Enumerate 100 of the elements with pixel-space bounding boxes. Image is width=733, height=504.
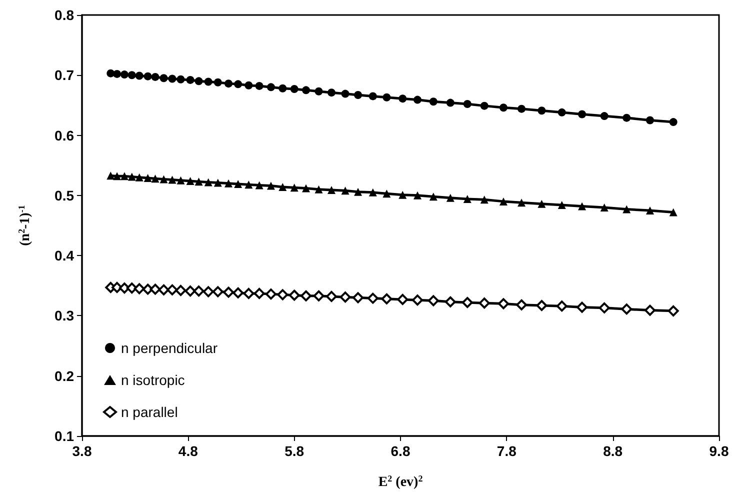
point xyxy=(413,191,422,200)
point xyxy=(223,286,234,298)
point xyxy=(255,181,264,190)
point xyxy=(151,174,160,183)
point xyxy=(598,302,610,314)
point xyxy=(212,286,224,298)
point xyxy=(254,288,265,299)
point xyxy=(556,300,568,312)
point xyxy=(144,174,152,182)
point xyxy=(168,74,176,83)
point xyxy=(622,205,631,214)
y-tick-label: 0.3 xyxy=(54,308,74,324)
x-tick-label: 6.8 xyxy=(390,443,410,459)
point xyxy=(278,84,287,92)
point xyxy=(367,292,378,304)
x-tick-label: 8.8 xyxy=(603,443,623,459)
point xyxy=(480,196,488,204)
point xyxy=(328,88,336,97)
y-tick-label: 0.2 xyxy=(54,368,74,384)
point xyxy=(126,282,138,294)
point xyxy=(151,72,160,81)
y-axis-title: (n2-1)-1 xyxy=(16,204,33,246)
point xyxy=(255,82,264,90)
point xyxy=(290,184,298,192)
point xyxy=(160,74,168,82)
point xyxy=(194,77,203,86)
y-tick-label: 0.4 xyxy=(54,248,74,264)
y-tick-label: 0.5 xyxy=(54,187,74,204)
point xyxy=(538,106,546,115)
point xyxy=(150,284,161,295)
point xyxy=(478,298,490,309)
point xyxy=(243,288,254,299)
point xyxy=(669,208,678,216)
point xyxy=(398,94,407,103)
point xyxy=(444,296,456,308)
point xyxy=(113,70,122,78)
point xyxy=(446,194,454,202)
point xyxy=(646,206,654,214)
point xyxy=(186,76,194,84)
point xyxy=(214,78,222,86)
point xyxy=(300,290,312,302)
point xyxy=(463,100,472,108)
x-tick-label: 3.8 xyxy=(72,443,92,459)
point xyxy=(498,298,509,310)
x-tick-label: 7.8 xyxy=(496,443,517,459)
x-tick-label: 4.8 xyxy=(178,443,198,459)
point xyxy=(499,104,508,112)
x-tick-label: 5.8 xyxy=(284,443,304,459)
point xyxy=(352,292,364,304)
point xyxy=(413,96,422,104)
point xyxy=(354,188,362,196)
point xyxy=(166,284,178,296)
point xyxy=(128,71,136,80)
point xyxy=(234,80,242,88)
point xyxy=(382,93,391,102)
point xyxy=(646,116,654,124)
point xyxy=(176,75,185,84)
point xyxy=(106,172,115,180)
point xyxy=(135,173,144,182)
point xyxy=(175,284,186,296)
point xyxy=(382,190,391,198)
point xyxy=(622,114,631,122)
legend-label: n isotropic xyxy=(121,372,185,388)
point xyxy=(168,176,176,184)
point xyxy=(314,87,323,96)
point xyxy=(499,197,508,206)
y-tick-label: 0.6 xyxy=(54,127,74,144)
point xyxy=(234,180,242,188)
point xyxy=(113,172,122,180)
legend-label: n perpendicular xyxy=(121,340,218,356)
point xyxy=(669,118,678,126)
point xyxy=(412,294,423,306)
point xyxy=(314,185,323,194)
point xyxy=(578,202,586,210)
point xyxy=(176,176,185,184)
point xyxy=(341,90,350,98)
point xyxy=(558,201,566,210)
point xyxy=(600,203,608,212)
point xyxy=(538,200,546,208)
point xyxy=(214,178,222,187)
point xyxy=(278,183,287,192)
point xyxy=(144,72,152,80)
y-tick-label: 0.7 xyxy=(54,67,74,84)
point xyxy=(368,92,377,100)
x-tick-label: 9.8 xyxy=(709,443,729,459)
point xyxy=(341,186,350,195)
point xyxy=(621,304,632,315)
point xyxy=(134,283,145,294)
point xyxy=(446,98,454,107)
y-tick-label: 0.1 xyxy=(54,428,74,444)
point xyxy=(480,102,488,110)
point xyxy=(194,178,203,186)
point xyxy=(204,178,212,186)
legend-label: n parallel xyxy=(121,404,178,420)
point xyxy=(397,294,408,305)
point xyxy=(600,112,608,120)
point xyxy=(204,78,212,86)
point xyxy=(313,290,324,302)
point xyxy=(224,80,233,88)
point xyxy=(277,289,288,300)
